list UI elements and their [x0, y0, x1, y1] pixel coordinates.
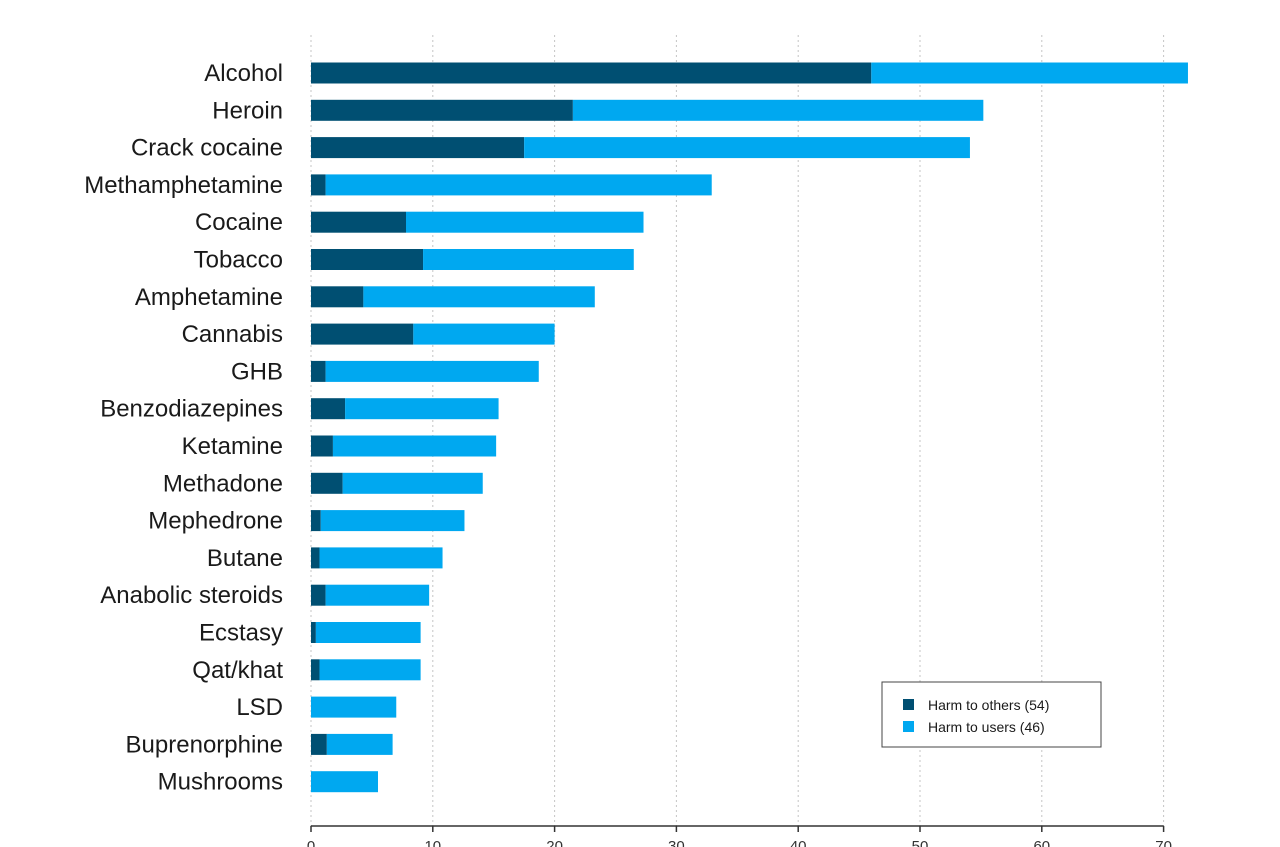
- bar-qat-khat-harm-to-users: [319, 659, 421, 681]
- x-tick-label-0: 0: [307, 838, 315, 847]
- bar-alcohol-harm-to-others: [311, 62, 872, 84]
- bar-butane-harm-to-users: [319, 547, 443, 569]
- bar-buprenorphine-harm-to-others: [311, 733, 327, 755]
- bar-tobacco-harm-to-users: [423, 249, 634, 270]
- x-tick-label-30: 30: [668, 838, 685, 847]
- bar-alcohol-harm-to-users: [871, 62, 1188, 84]
- bar-ketamine-harm-to-users: [332, 435, 497, 457]
- category-label-alcohol: Alcohol: [204, 60, 283, 87]
- bar-methadone-harm-to-others: [311, 472, 343, 494]
- x-tick-label-50: 50: [912, 838, 929, 847]
- category-label-methamphetamine: Methamphetamine: [84, 172, 283, 199]
- bar-heroin-harm-to-users: [572, 99, 984, 121]
- x-tick-label-70: 70: [1155, 838, 1172, 847]
- category-label-butane: Butane: [207, 545, 283, 572]
- bar-methamphetamine-harm-to-users: [325, 174, 712, 196]
- bar-ecstasy-harm-to-others: [311, 622, 316, 643]
- bar-ecstasy-harm-to-users: [315, 622, 421, 643]
- category-label-buprenorphine: Buprenorphine: [126, 731, 283, 758]
- x-tick-label-40: 40: [790, 838, 807, 847]
- category-label-ghb: GHB: [231, 358, 283, 385]
- category-labels: Alcohol Heroin Crack cocaine Methamphetamin…: [84, 60, 283, 796]
- category-label-qat-khat: Qat/khat: [192, 657, 283, 684]
- bar-ghb-harm-to-users: [325, 360, 539, 382]
- bar-methamphetamine-harm-to-others: [311, 174, 326, 196]
- category-label-mushrooms: Mushrooms: [158, 769, 283, 796]
- bar-benzodiazepines-harm-to-others: [311, 398, 346, 420]
- bar-heroin-harm-to-others: [311, 99, 573, 121]
- bar-ketamine-harm-to-others: [311, 435, 333, 457]
- category-label-mephedrone: Mephedrone: [148, 508, 283, 535]
- x-tick-label-60: 60: [1033, 838, 1050, 847]
- legend-swatch-harm-to-users: [903, 721, 914, 732]
- category-label-lsd: LSD: [236, 694, 283, 721]
- bar-tobacco-harm-to-others: [311, 249, 424, 270]
- x-tick-label-20: 20: [546, 838, 563, 847]
- legend-label-harm-to-others: Harm to others (54): [928, 697, 1049, 713]
- category-label-heroin: Heroin: [212, 97, 283, 124]
- bar-crack-cocaine-harm-to-others: [311, 137, 525, 159]
- bar-cannabis-harm-to-others: [311, 323, 414, 345]
- bar-butane-harm-to-others: [311, 547, 320, 569]
- bar-buprenorphine-harm-to-users: [326, 733, 393, 755]
- category-label-cannabis: Cannabis: [182, 321, 283, 348]
- bar-cocaine-harm-to-users: [406, 211, 644, 233]
- bar-ghb-harm-to-others: [311, 360, 326, 382]
- bar-methadone-harm-to-users: [342, 472, 483, 494]
- bar-qat-khat-harm-to-others: [311, 659, 320, 681]
- x-axis: 0 10 20 30 40 50 60 70: [307, 825, 1172, 847]
- category-label-tobacco: Tobacco: [194, 247, 283, 274]
- bar-anabolic-steroids-harm-to-users: [325, 584, 430, 606]
- category-label-ecstasy: Ecstasy: [199, 620, 283, 647]
- bar-anabolic-steroids-harm-to-others: [311, 584, 326, 606]
- bar-mushrooms-harm-to-users: [311, 771, 378, 793]
- category-label-crack-cocaine: Crack cocaine: [131, 135, 283, 162]
- legend-swatch-harm-to-others: [903, 699, 914, 710]
- gridlines: [310, 35, 1165, 826]
- bar-benzodiazepines-harm-to-users: [345, 398, 499, 420]
- bar-cannabis-harm-to-users: [413, 323, 555, 345]
- category-label-anabolic-steroids: Anabolic steroids: [100, 582, 283, 609]
- legend-box: [881, 681, 1102, 748]
- category-label-amphetamine: Amphetamine: [135, 284, 283, 311]
- bar-crack-cocaine-harm-to-users: [524, 137, 970, 159]
- bar-amphetamine-harm-to-others: [311, 286, 364, 308]
- bar-cocaine-harm-to-others: [311, 211, 407, 233]
- bar-mephedrone-harm-to-others: [311, 510, 321, 532]
- legend: Harm to others (54) Harm to users (46): [881, 681, 1102, 748]
- bars: [311, 62, 1188, 793]
- bar-lsd-harm-to-users: [311, 696, 397, 718]
- category-label-methadone: Methadone: [163, 470, 283, 497]
- bar-amphetamine-harm-to-users: [363, 286, 595, 308]
- x-tick-label-10: 10: [424, 838, 441, 847]
- category-label-benzodiazepines: Benzodiazepines: [100, 396, 283, 423]
- category-label-cocaine: Cocaine: [195, 209, 283, 236]
- category-label-ketamine: Ketamine: [182, 433, 283, 460]
- bar-mephedrone-harm-to-users: [320, 510, 465, 532]
- legend-label-harm-to-users: Harm to users (46): [928, 719, 1045, 735]
